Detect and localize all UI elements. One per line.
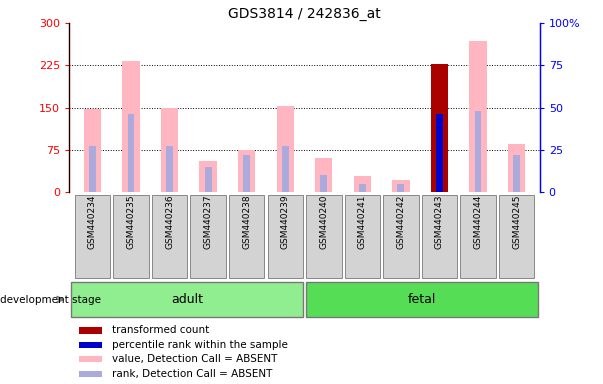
FancyBboxPatch shape (499, 195, 534, 278)
Text: rank, Detection Call = ABSENT: rank, Detection Call = ABSENT (112, 369, 272, 379)
Bar (79, 327, 103, 334)
Bar (243, 155, 250, 192)
FancyBboxPatch shape (421, 195, 457, 278)
Bar (359, 184, 366, 192)
Text: development stage: development stage (0, 295, 101, 305)
Bar (166, 146, 173, 192)
FancyBboxPatch shape (113, 195, 149, 278)
Bar (79, 371, 103, 377)
Bar (320, 175, 327, 192)
Text: GSM440234: GSM440234 (88, 195, 97, 249)
Bar (508, 144, 525, 192)
Bar (431, 64, 448, 192)
FancyBboxPatch shape (383, 195, 418, 278)
Bar (128, 114, 134, 192)
Bar (354, 176, 371, 192)
Bar (79, 356, 103, 362)
FancyBboxPatch shape (229, 195, 265, 278)
Text: GSM440244: GSM440244 (473, 195, 482, 249)
FancyBboxPatch shape (191, 195, 226, 278)
Bar (277, 106, 294, 192)
Text: GSM440238: GSM440238 (242, 195, 251, 249)
Bar (282, 146, 289, 192)
Text: GSM440241: GSM440241 (358, 195, 367, 249)
FancyBboxPatch shape (152, 195, 188, 278)
FancyBboxPatch shape (306, 195, 341, 278)
Text: value, Detection Call = ABSENT: value, Detection Call = ABSENT (112, 354, 277, 364)
FancyBboxPatch shape (75, 195, 110, 278)
Text: GSM440235: GSM440235 (127, 195, 136, 249)
Bar (392, 180, 409, 192)
FancyBboxPatch shape (268, 195, 303, 278)
Text: GSM440242: GSM440242 (396, 195, 405, 249)
Bar (79, 342, 103, 348)
Bar (71, 282, 303, 317)
Text: GSM440240: GSM440240 (320, 195, 328, 249)
FancyBboxPatch shape (344, 195, 380, 278)
Text: GSM440243: GSM440243 (435, 195, 444, 249)
Bar (89, 146, 96, 192)
Text: adult: adult (171, 293, 203, 306)
Bar (397, 184, 405, 192)
Bar (315, 158, 332, 192)
Bar (200, 161, 217, 192)
Bar (469, 41, 487, 192)
Text: GSM440239: GSM440239 (281, 195, 289, 249)
Bar (238, 150, 255, 192)
Bar (475, 111, 481, 192)
Bar (204, 167, 212, 192)
Bar (122, 61, 140, 192)
Bar (306, 282, 538, 317)
FancyBboxPatch shape (460, 195, 496, 278)
Text: transformed count: transformed count (112, 326, 209, 336)
Bar (84, 109, 101, 192)
Text: fetal: fetal (408, 293, 437, 306)
Bar (161, 108, 178, 192)
Text: percentile rank within the sample: percentile rank within the sample (112, 340, 288, 350)
Title: GDS3814 / 242836_at: GDS3814 / 242836_at (228, 7, 381, 21)
Text: GSM440237: GSM440237 (204, 195, 213, 249)
Text: GSM440236: GSM440236 (165, 195, 174, 249)
Bar (436, 114, 443, 192)
Bar (513, 155, 520, 192)
Text: GSM440245: GSM440245 (512, 195, 521, 249)
